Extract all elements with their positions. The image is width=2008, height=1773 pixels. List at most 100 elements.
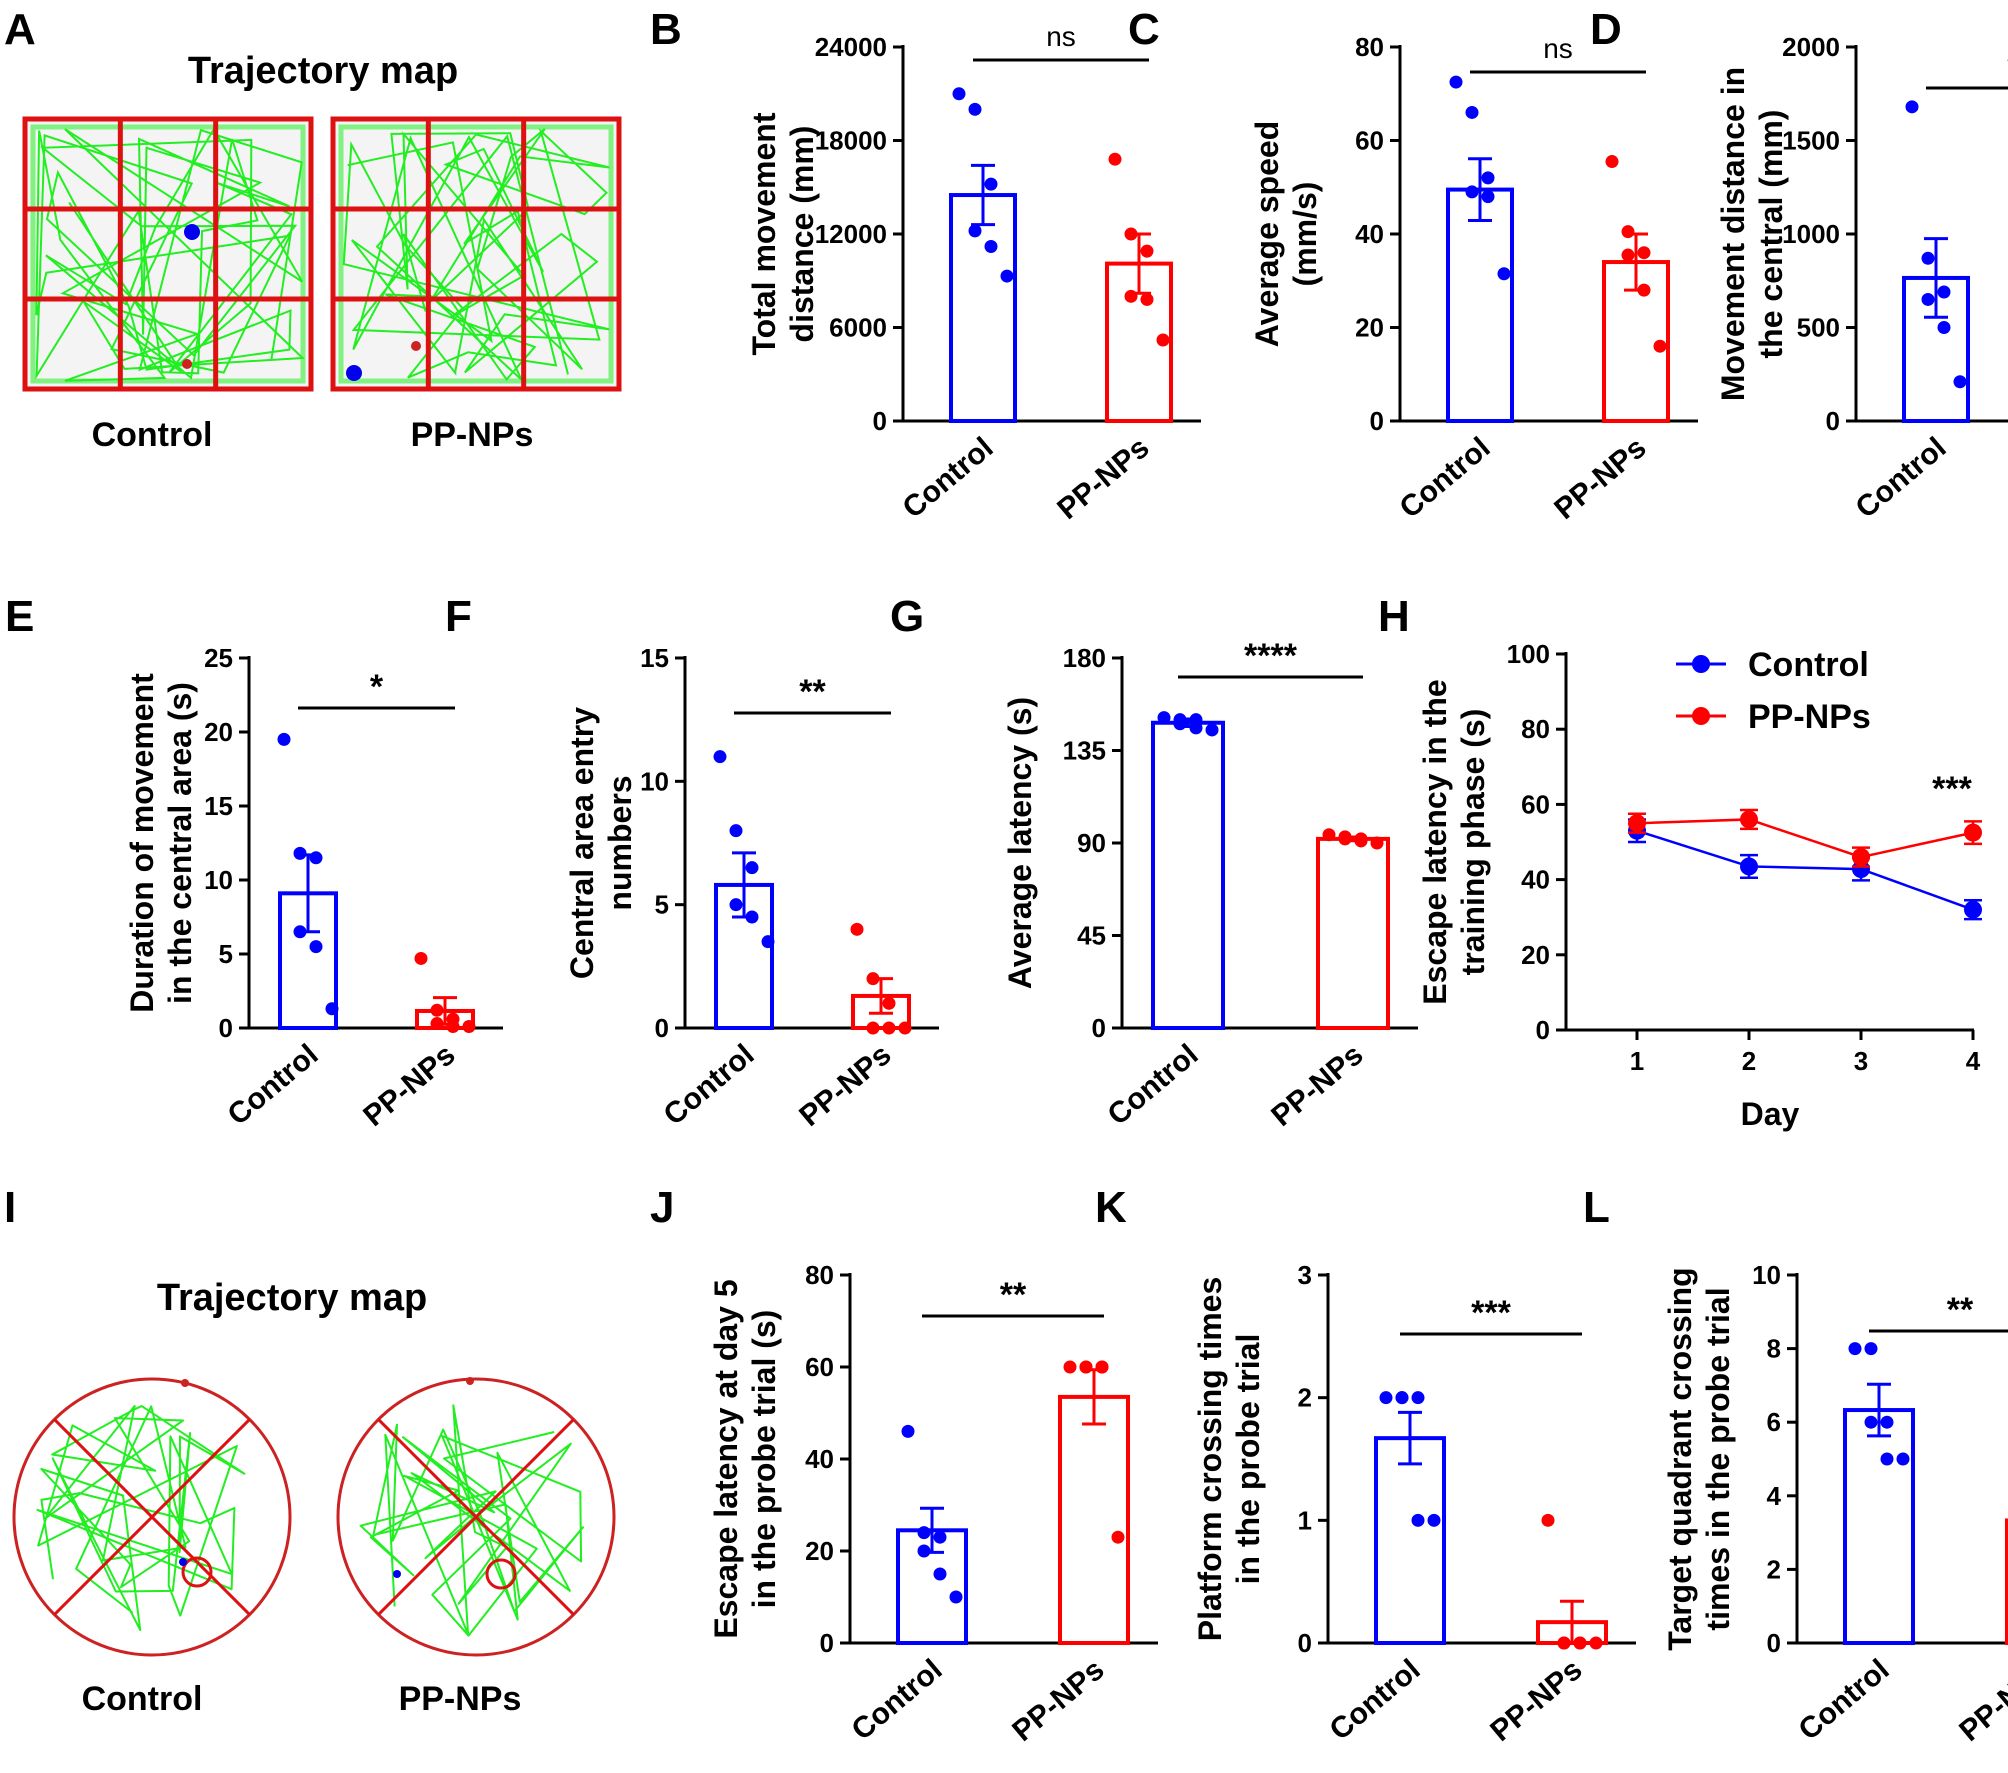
data-point <box>1000 269 1014 283</box>
y-tick-label: 15 <box>640 643 669 673</box>
data-point <box>1921 251 1935 265</box>
data-point <box>968 224 982 238</box>
panel-i-ppnps-label: PP-NPs <box>399 1680 522 1718</box>
y-tick-label: 0 <box>1298 1628 1312 1658</box>
y-axis-label: Target quadrant crossingtimes in the pro… <box>1662 1267 1736 1650</box>
data-point <box>1465 185 1479 199</box>
x-category-label: Control <box>846 1653 949 1747</box>
data-point <box>1557 1636 1571 1650</box>
data-point <box>933 1530 947 1544</box>
y-axis-label: Duration of movementin the central area … <box>124 673 198 1013</box>
data-point <box>1953 375 1967 389</box>
x-category-label: Control <box>1324 1653 1427 1747</box>
y-tick-label: 45 <box>1077 921 1106 951</box>
y-tick-label: 0 <box>219 1013 233 1043</box>
data-point <box>1937 285 1951 299</box>
start-point-marker <box>179 1558 187 1566</box>
data-point <box>1465 105 1479 119</box>
y-tick-label: 40 <box>805 1444 834 1474</box>
data-point <box>1481 171 1495 185</box>
y-tick-label: 60 <box>805 1352 834 1382</box>
arena-floor <box>333 119 619 389</box>
wall-track <box>338 124 614 384</box>
data-point <box>1140 292 1154 306</box>
y-tick-label: 10 <box>1752 1260 1781 1290</box>
data-point <box>1379 1391 1393 1405</box>
data-point <box>1354 834 1368 848</box>
y-tick-label: 12000 <box>815 219 887 249</box>
panel-a-letter: A <box>4 5 36 54</box>
data-point <box>1896 1452 1910 1466</box>
data-point <box>1541 1513 1555 1527</box>
y-tick-label: 0 <box>1536 1015 1550 1045</box>
data-point <box>882 1021 896 1035</box>
y-tick-label: 80 <box>805 1260 834 1290</box>
data-point <box>1880 1415 1894 1429</box>
data-point <box>1124 289 1138 303</box>
data-point <box>1205 723 1219 737</box>
data-point <box>1173 717 1187 731</box>
y-axis-label: Total movementdistance (mm) <box>746 112 820 355</box>
x-category-label: Control <box>222 1038 325 1132</box>
y-tick-label: 6000 <box>829 313 887 343</box>
data-point <box>1497 267 1511 281</box>
y-tick-label: 80 <box>1521 714 1550 744</box>
data-point <box>1063 1360 1077 1374</box>
data-point <box>917 1544 931 1558</box>
y-axis-label-line: the central (mm) <box>1753 110 1789 359</box>
panel-letter: L <box>1583 1183 1610 1232</box>
y-axis-label: Central area entrynumbers <box>564 707 638 979</box>
chart-c: C 0 20 40 60 80 Average speed(mm/s) Control PP-N… <box>1128 5 1698 526</box>
significance-label: *** <box>1471 1294 1511 1332</box>
y-tick-label: 60 <box>1521 789 1550 819</box>
y-axis-label-line: Platform crossing times <box>1192 1277 1228 1642</box>
x-category-label: Control <box>658 1038 761 1132</box>
data-point <box>1905 100 1919 114</box>
data-point <box>293 925 307 939</box>
chart-k: K 0 1 2 3 Platform crossing timesin the probe… <box>1095 1183 1636 1748</box>
legend-label: Control <box>1748 646 1869 684</box>
y-tick-label: 4 <box>1767 1481 1782 1511</box>
bar-control <box>1151 720 1225 1030</box>
data-point <box>1964 823 1982 842</box>
panel-a-ppnps-label: PP-NPs <box>411 416 534 454</box>
data-point <box>1852 848 1870 867</box>
data-point <box>850 922 864 936</box>
bar-ppnps <box>2005 1518 2008 1646</box>
data-point <box>1111 1530 1125 1544</box>
y-axis-label-line: numbers <box>602 775 638 910</box>
data-point <box>1740 857 1758 876</box>
y-tick-label: 0 <box>655 1013 669 1043</box>
panel-i-letter: I <box>4 1183 16 1232</box>
end-point-marker <box>181 1379 189 1387</box>
data-point <box>1156 333 1170 347</box>
swim-track <box>36 1404 246 1631</box>
data-point <box>1108 152 1122 166</box>
data-point <box>1411 1391 1425 1405</box>
y-tick-label: 0 <box>1767 1628 1781 1658</box>
y-axis-label-line: Escape latency at day 5 <box>708 1279 744 1638</box>
data-point <box>1411 1513 1425 1527</box>
data-point <box>761 935 775 949</box>
x-category-label: PP-NPs <box>793 1038 897 1133</box>
data-point <box>713 750 727 764</box>
y-tick-label: 15 <box>204 791 233 821</box>
bar-control <box>1446 187 1514 423</box>
y-tick-label: 10 <box>640 766 669 796</box>
data-point <box>293 846 307 860</box>
panel-letter: E <box>5 592 34 641</box>
y-tick-label: 2 <box>1298 1383 1312 1413</box>
water-maze-pool-control <box>12 1377 292 1657</box>
data-point <box>882 996 896 1010</box>
y-tick-label: 18000 <box>815 126 887 156</box>
chart-j: J 0 20 40 60 80 Escape latency at day 5in the … <box>650 1183 1158 1748</box>
open-field-arena-ppnps <box>330 116 622 392</box>
y-axis-label-line: in the central area (s) <box>162 682 198 1004</box>
data-point <box>1637 246 1651 260</box>
end-point-marker <box>466 1377 474 1385</box>
data-point <box>1427 1513 1441 1527</box>
significance-label: * <box>370 668 384 706</box>
x-category-label: PP-NPs <box>1953 1653 2008 1748</box>
